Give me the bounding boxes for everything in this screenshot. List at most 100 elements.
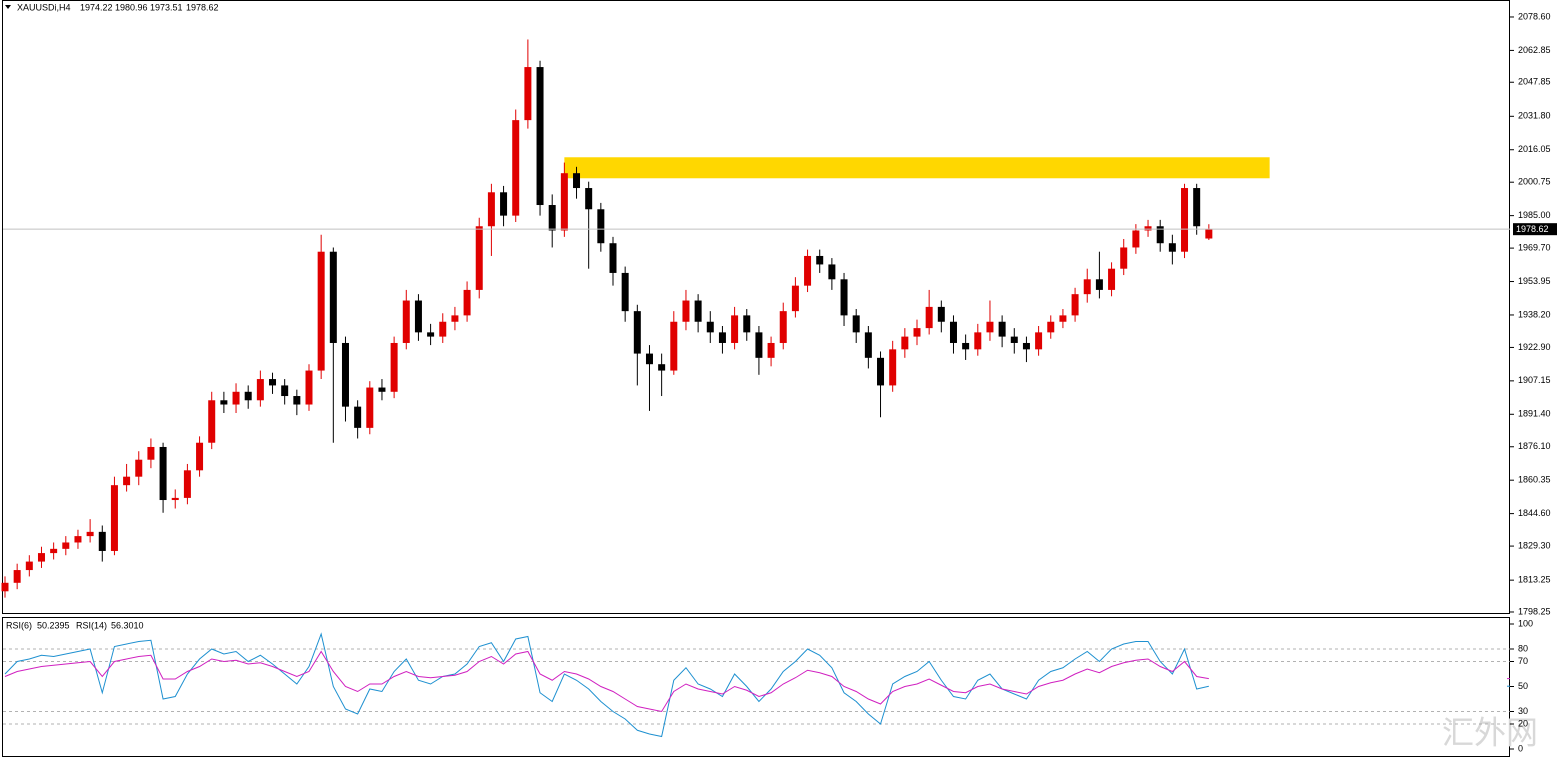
- candle-body: [937, 306, 945, 322]
- candle-body: [62, 542, 70, 549]
- candle-body: [110, 485, 118, 551]
- y-tick-label: 1829.30: [1518, 540, 1551, 550]
- candle-body: [1205, 229, 1213, 239]
- y-tick-label: 1813.25: [1518, 575, 1551, 585]
- menu-triangle[interactable]: [5, 5, 11, 9]
- candle-body: [767, 342, 775, 358]
- candle-body: [524, 67, 532, 121]
- y-tick-label: 1798.25: [1518, 606, 1551, 616]
- indicator-header: RSI(6) 50.2395 RSI(14) 56.3010: [6, 620, 144, 630]
- candle-body: [828, 264, 836, 280]
- candle-body: [256, 379, 264, 401]
- y-tick-label: 50: [1518, 681, 1528, 691]
- candle-body: [548, 205, 556, 231]
- resistance-zone: [564, 157, 1270, 179]
- y-tick-label: 1922.90: [1518, 342, 1551, 352]
- candle-body: [341, 342, 349, 407]
- candle-body: [196, 442, 204, 471]
- candle-body: [427, 332, 435, 337]
- candle-body: [135, 459, 143, 477]
- candle-body: [171, 497, 179, 501]
- candle-body: [414, 300, 422, 333]
- y-tick-label: 1985.00: [1518, 210, 1551, 220]
- candle-body: [560, 173, 568, 231]
- indicator-value: 50.2395: [37, 620, 70, 630]
- candle-body: [1156, 226, 1164, 244]
- candle-body: [74, 536, 82, 543]
- candle-body: [694, 300, 702, 322]
- candle-body: [1168, 243, 1176, 252]
- indicator-pane-frame: [2, 617, 1510, 757]
- candle-body: [512, 120, 520, 216]
- candle-body: [1059, 315, 1067, 322]
- y-tick-label: 100: [1518, 618, 1533, 628]
- candle-body: [889, 349, 897, 386]
- candle-body: [986, 321, 994, 333]
- candle-body: [293, 396, 301, 405]
- candle-body: [974, 332, 982, 350]
- candle-body: [962, 342, 970, 350]
- candle-body: [791, 285, 799, 312]
- y-tick-label: 0: [1518, 743, 1523, 753]
- candle-body: [1071, 294, 1079, 316]
- candle-body: [500, 192, 508, 216]
- candle-body: [354, 406, 362, 428]
- y-tick-label: 1953.95: [1518, 276, 1551, 286]
- indicator-name: RSI(14): [76, 620, 107, 630]
- candle-body: [755, 332, 763, 358]
- y-tick-label: 1876.10: [1518, 441, 1551, 451]
- candle-body: [451, 315, 459, 322]
- candle-body: [536, 67, 544, 206]
- candle-body: [183, 470, 191, 498]
- candle-body: [1083, 279, 1091, 295]
- candle-body: [1181, 188, 1189, 252]
- price-header: XAUUSDi,H4 1974.22 1980.96 1973.51 1978.…: [17, 2, 219, 12]
- candle-body: [779, 311, 787, 343]
- candle-body: [317, 251, 325, 371]
- candle-body: [706, 321, 714, 333]
- candle-body: [609, 243, 617, 273]
- y-tick-label: 80: [1518, 643, 1528, 653]
- candle-body: [1022, 342, 1030, 350]
- y-tick-label: 1969.70: [1518, 242, 1551, 252]
- y-tick-label: 70: [1518, 656, 1528, 666]
- y-tick-label: 1907.15: [1518, 375, 1551, 385]
- candle-body: [633, 311, 641, 354]
- candle-body: [13, 570, 21, 583]
- candle-body: [621, 272, 629, 312]
- candle-body: [232, 391, 240, 405]
- candle-body: [123, 476, 131, 486]
- candle-body: [670, 321, 678, 371]
- candle-body: [244, 391, 252, 401]
- candle-body: [573, 173, 581, 189]
- y-tick-label: 2062.85: [1518, 45, 1551, 55]
- candle-body: [852, 315, 860, 333]
- candle-body: [1010, 336, 1018, 343]
- y-tick-label: 1844.60: [1518, 508, 1551, 518]
- symbol: XAUUSDi,H4: [17, 2, 71, 12]
- candle-body: [439, 321, 447, 337]
- candle-body: [86, 531, 94, 537]
- candle-body: [949, 321, 957, 343]
- candle-body: [402, 300, 410, 343]
- y-tick-label: 1860.35: [1518, 475, 1551, 485]
- candle-body: [1095, 279, 1103, 290]
- candle-body: [208, 400, 216, 443]
- y-tick-label: 2031.80: [1518, 111, 1551, 121]
- candle-body: [1047, 321, 1055, 333]
- candle-body: [50, 548, 58, 554]
- candle-body: [25, 561, 33, 571]
- candle-body: [1, 582, 9, 592]
- candle-body: [366, 387, 374, 428]
- candle-body: [1035, 332, 1043, 350]
- candle-body: [1120, 247, 1128, 269]
- candle-body: [840, 279, 848, 316]
- candle-body: [743, 315, 751, 333]
- candle-body: [913, 328, 921, 337]
- candle-body: [390, 342, 398, 392]
- price-pane-frame: [2, 0, 1510, 614]
- candle-body: [487, 192, 495, 227]
- candle-body: [877, 357, 885, 386]
